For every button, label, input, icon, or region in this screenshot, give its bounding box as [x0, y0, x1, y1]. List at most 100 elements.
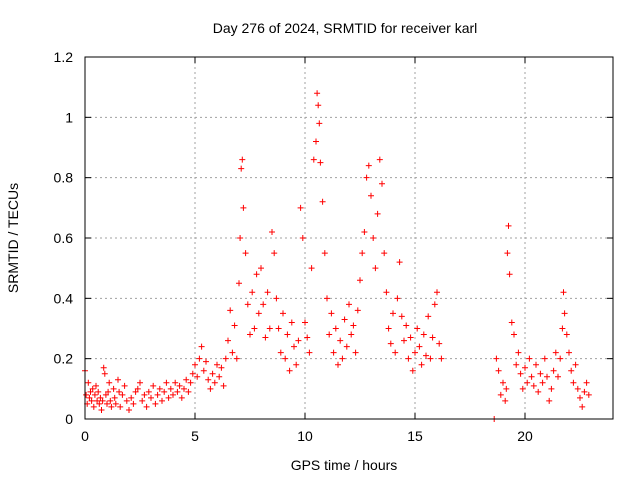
data-point — [262, 334, 269, 341]
data-point — [167, 385, 174, 392]
data-point — [560, 289, 567, 296]
data-point — [236, 280, 242, 287]
data-point — [154, 391, 161, 398]
data-point — [238, 165, 245, 172]
data-point — [570, 379, 577, 386]
data-point — [244, 301, 251, 308]
data-point — [222, 355, 229, 362]
data-point — [407, 334, 414, 341]
data-point — [107, 397, 114, 404]
data-point — [159, 397, 165, 404]
data-point — [203, 358, 209, 365]
data-point — [249, 289, 256, 296]
data-point — [381, 250, 388, 257]
data-point — [315, 102, 322, 109]
data-point — [87, 388, 94, 395]
data-point — [86, 394, 93, 401]
data-point — [145, 388, 152, 395]
data-point — [500, 379, 506, 386]
data-point — [526, 355, 533, 362]
data-point — [387, 340, 394, 347]
data-point — [128, 394, 135, 401]
data-point — [522, 364, 528, 371]
data-point — [240, 204, 247, 211]
data-point — [585, 391, 592, 398]
data-point — [110, 385, 117, 392]
data-point — [139, 397, 146, 404]
axis-ticks: 0 0.2 0.4 0.6 0.8 1 1.2 0 5 10 15 20 — [54, 49, 613, 444]
data-point — [537, 370, 544, 377]
data-point — [361, 228, 368, 235]
data-point — [546, 397, 553, 404]
data-point — [350, 322, 357, 329]
data-point — [150, 382, 157, 389]
data-point — [291, 343, 297, 350]
data-point — [152, 400, 159, 407]
data-point — [506, 271, 513, 278]
data-point — [148, 394, 154, 401]
data-point — [427, 355, 434, 362]
data-point — [83, 391, 90, 398]
data-point — [161, 388, 168, 395]
data-point — [121, 382, 128, 389]
data-point — [209, 370, 216, 377]
data-point — [275, 325, 282, 332]
data-point — [207, 385, 214, 392]
x-tick-label: 5 — [191, 428, 199, 444]
data-point — [93, 382, 99, 389]
data-point — [286, 367, 293, 374]
data-point — [335, 361, 341, 368]
y-tick-label: 0.4 — [54, 290, 74, 306]
data-point — [89, 385, 96, 392]
data-point — [253, 271, 260, 278]
data-point — [116, 388, 123, 395]
data-point — [233, 355, 240, 362]
data-point — [91, 391, 98, 398]
data-point — [436, 340, 443, 347]
data-point — [165, 394, 172, 401]
data-point — [330, 349, 337, 356]
data-point — [493, 355, 500, 362]
data-point — [192, 361, 198, 368]
data-point — [561, 310, 568, 317]
data-point — [326, 331, 333, 338]
data-point — [577, 394, 583, 401]
data-point — [502, 397, 509, 404]
data-point — [106, 379, 113, 386]
y-tick-label: 0.6 — [54, 230, 74, 246]
data-point — [200, 367, 207, 374]
data-point — [555, 373, 561, 380]
data-point — [341, 316, 348, 323]
data-point — [299, 235, 306, 241]
data-point — [412, 349, 418, 356]
data-point — [379, 180, 385, 187]
data-point — [418, 361, 425, 368]
data-point — [515, 349, 522, 356]
data-point — [541, 355, 548, 362]
data-point — [505, 222, 512, 229]
data-point — [392, 349, 399, 356]
data-point — [104, 400, 110, 407]
data-point — [264, 289, 271, 296]
data-point — [324, 295, 330, 302]
data-point — [511, 331, 517, 338]
data-point — [258, 265, 264, 272]
data-point — [394, 295, 401, 302]
data-point — [194, 373, 201, 380]
data-point — [108, 403, 115, 410]
data-point — [183, 376, 190, 383]
data-point — [519, 385, 526, 392]
data-point — [90, 403, 97, 410]
data-point — [425, 313, 432, 320]
data-point — [566, 349, 572, 356]
data-point — [156, 385, 163, 392]
data-point — [370, 235, 377, 241]
data-point — [568, 367, 575, 374]
data-point — [269, 228, 275, 235]
data-point — [102, 391, 109, 398]
data-point — [247, 331, 253, 338]
y-tick-label: 0.2 — [54, 351, 74, 367]
data-point — [319, 198, 326, 205]
data-point — [363, 174, 370, 181]
data-point — [438, 355, 445, 362]
